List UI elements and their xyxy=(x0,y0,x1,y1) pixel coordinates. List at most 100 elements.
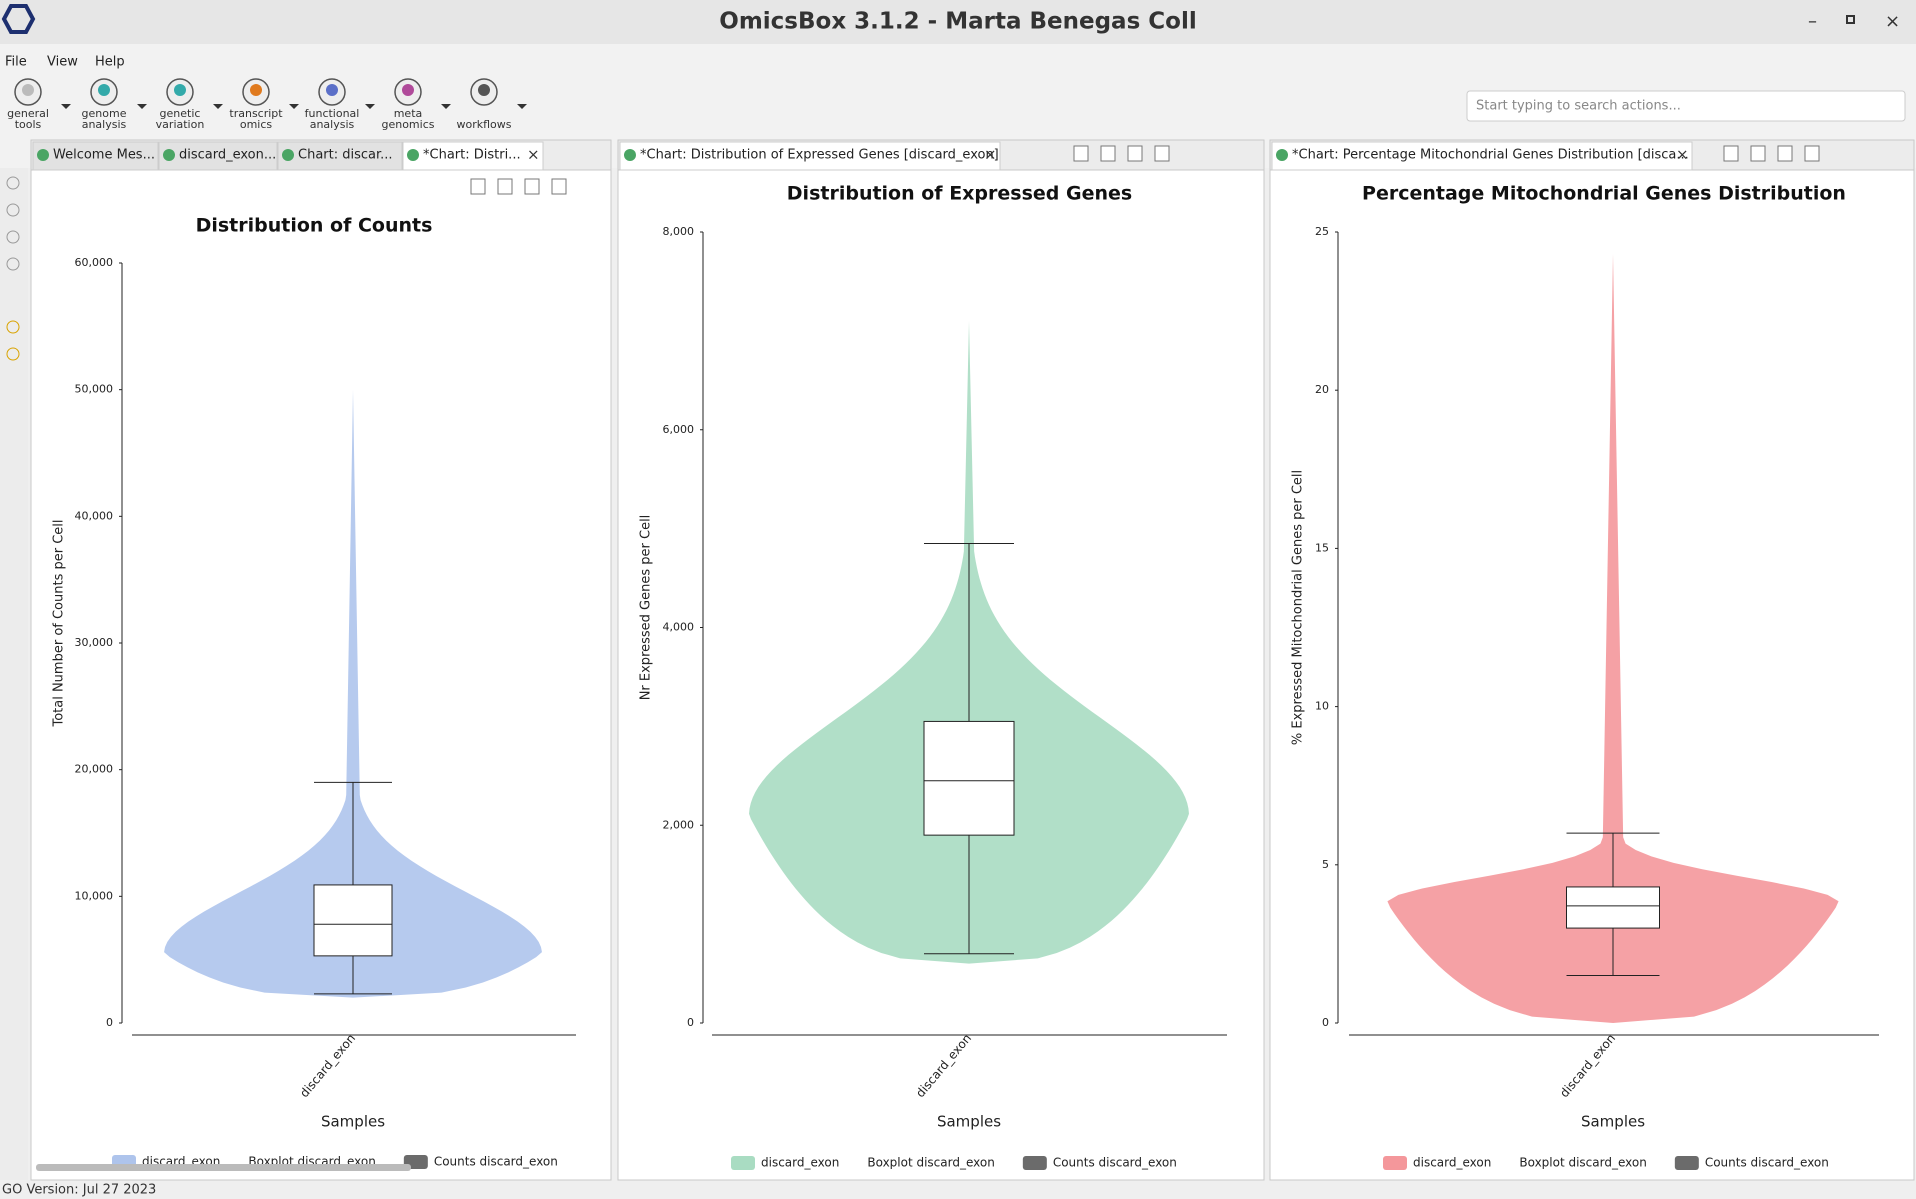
tab-label: Welcome Mes... xyxy=(53,148,155,163)
tab-icon xyxy=(624,149,636,161)
minimize-button[interactable]: – xyxy=(1808,11,1817,32)
y-tick-label: 20 xyxy=(1315,383,1329,396)
toolbar-label: general xyxy=(7,107,49,120)
toolbar-label: genetic xyxy=(160,107,201,120)
toolbar-label: analysis xyxy=(82,118,127,131)
chart-title: Distribution of Counts xyxy=(196,215,433,237)
tab[interactable] xyxy=(158,141,278,171)
export-button[interactable] xyxy=(470,178,486,195)
box xyxy=(923,720,1015,836)
toolbar-icon-dot xyxy=(250,84,262,96)
toolbar-dropdown[interactable] xyxy=(441,104,451,109)
tab[interactable] xyxy=(1271,141,1693,171)
box xyxy=(313,884,393,957)
legend-label: Counts discard_exon xyxy=(1705,1156,1829,1170)
toolbar-dropdown[interactable] xyxy=(137,104,147,109)
menu-item[interactable]: Help xyxy=(95,55,125,70)
y-tick-label: 4,000 xyxy=(663,621,695,634)
export-button[interactable] xyxy=(1073,145,1089,162)
y-tick-label: 8,000 xyxy=(663,225,695,238)
tab[interactable] xyxy=(619,141,1001,171)
toolbar-icon-dot xyxy=(402,84,414,96)
toolbar-label: functional xyxy=(305,107,360,120)
tab-icon xyxy=(407,149,419,161)
y-axis-label: Total Number of Counts per Cell xyxy=(52,519,67,727)
y-tick-label: 60,000 xyxy=(75,256,114,269)
y-tick-label: 0 xyxy=(106,1016,113,1029)
toolbar-dropdown[interactable] xyxy=(365,104,375,109)
legend-swatch xyxy=(1022,1156,1047,1170)
tab-label: *Chart: Distri... xyxy=(423,148,521,163)
tab[interactable] xyxy=(32,141,159,171)
y-tick-label: 15 xyxy=(1315,541,1329,554)
export-button[interactable] xyxy=(1127,145,1143,162)
title-bar xyxy=(0,0,1916,44)
y-tick-label: 40,000 xyxy=(75,509,114,522)
side-icons xyxy=(6,176,20,361)
tab[interactable] xyxy=(402,141,544,171)
y-tick-label: 6,000 xyxy=(663,423,695,436)
export-button[interactable] xyxy=(1777,145,1793,162)
toolbar-icon-dot xyxy=(98,84,110,96)
tab-close[interactable]: × xyxy=(984,146,997,164)
tab-label: discard_exon... xyxy=(179,148,276,163)
h-scrollbar[interactable] xyxy=(36,1164,411,1171)
export-button[interactable] xyxy=(1750,145,1766,162)
search-placeholder: Start typing to search actions... xyxy=(1476,99,1681,114)
panel xyxy=(30,139,612,1181)
toolbar-icon-dot xyxy=(326,84,338,96)
y-tick-label: 5 xyxy=(1322,858,1329,871)
close-button[interactable]: × xyxy=(1885,11,1900,32)
toolbar-dropdown[interactable] xyxy=(517,104,527,109)
menu-item[interactable]: View xyxy=(47,55,78,70)
toolbar-label: genome xyxy=(82,107,127,120)
tab-close[interactable]: × xyxy=(527,146,540,164)
toolbar-label: meta xyxy=(394,107,423,120)
export-button[interactable] xyxy=(524,178,540,195)
box xyxy=(1566,886,1660,929)
y-tick-label: 0 xyxy=(1322,1016,1329,1029)
export-button[interactable] xyxy=(1100,145,1116,162)
window-title: OmicsBox 3.1.2 - Marta Benegas Coll xyxy=(719,9,1196,35)
x-axis-label: Samples xyxy=(1581,1113,1645,1131)
tab-icon xyxy=(282,149,294,161)
y-tick-label: 2,000 xyxy=(663,818,695,831)
export-button[interactable] xyxy=(497,178,513,195)
export-button[interactable] xyxy=(1154,145,1170,162)
search-box[interactable] xyxy=(1466,90,1906,122)
toolbar-label: transcript xyxy=(229,107,283,120)
chart-title: Percentage Mitochondrial Genes Distribut… xyxy=(1362,183,1846,205)
y-tick-label: 30,000 xyxy=(75,636,114,649)
legend-label: discard_exon xyxy=(1413,1156,1491,1170)
violin xyxy=(164,389,542,998)
toolbar-dropdown[interactable] xyxy=(61,104,71,109)
side-dock xyxy=(0,168,28,1180)
toolbar-label: tools xyxy=(15,118,42,131)
panel xyxy=(1269,139,1915,1181)
toolbar-label: omics xyxy=(240,118,273,131)
tab-close[interactable]: × xyxy=(1676,146,1689,164)
legend-label: discard_exon xyxy=(761,1156,839,1170)
y-tick-label: 10,000 xyxy=(75,889,114,902)
legend-label: Boxplot discard_exon xyxy=(1519,1156,1646,1170)
legend-label: Counts discard_exon xyxy=(434,1155,558,1169)
maximize-button[interactable] xyxy=(1846,15,1855,24)
toolbar-dropdown[interactable] xyxy=(289,104,299,109)
app-logo xyxy=(1,4,36,34)
tab[interactable] xyxy=(277,141,403,171)
toolbar-icon-dot xyxy=(174,84,186,96)
export-button[interactable] xyxy=(551,178,567,195)
legend-label: Boxplot discard_exon xyxy=(867,1156,994,1170)
toolbar-dropdown[interactable] xyxy=(213,104,223,109)
y-tick-label: 20,000 xyxy=(75,763,114,776)
toolbar-label: workflows xyxy=(456,118,511,131)
export-button[interactable] xyxy=(1804,145,1820,162)
export-button[interactable] xyxy=(1723,145,1739,162)
x-axis-label: Samples xyxy=(937,1113,1001,1131)
toolbar-icon-dot xyxy=(478,84,490,96)
tab-icon xyxy=(163,149,175,161)
menu-item[interactable]: File xyxy=(5,55,27,70)
toolbar-label: analysis xyxy=(310,118,355,131)
